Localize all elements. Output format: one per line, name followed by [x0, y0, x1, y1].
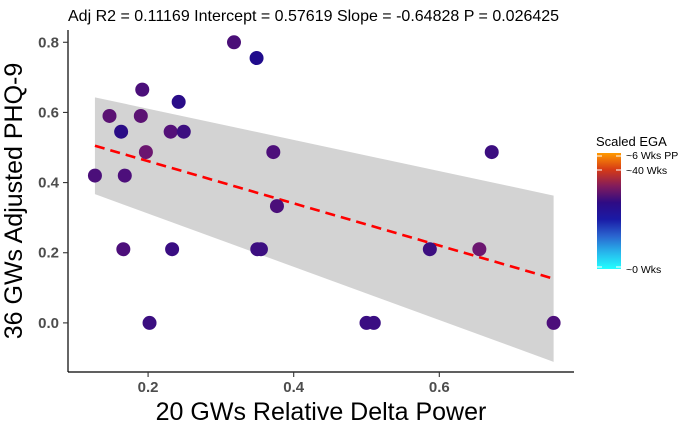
legend-title: Scaled EGA	[596, 134, 667, 149]
data-point	[484, 145, 499, 160]
data-point	[142, 315, 157, 330]
data-point	[546, 315, 561, 330]
data-point	[253, 242, 268, 257]
data-point	[226, 35, 241, 50]
x-tick-label: 0.4	[283, 379, 305, 396]
data-point	[249, 51, 264, 66]
y-tick-label: 0.8	[38, 34, 59, 51]
data-point	[133, 108, 148, 123]
axis-ticks: 0.2 0.4 0.6 0.0 0.2 0.4 0.6 0.8	[38, 34, 450, 396]
y-tick-label: 0.2	[38, 245, 59, 262]
x-axis-title: 20 GWs Relative Delta Power	[156, 398, 487, 426]
data-point	[114, 124, 129, 139]
data-point	[165, 242, 180, 257]
data-point	[102, 108, 117, 123]
legend-label: ~0 Wks	[626, 264, 661, 276]
y-tick-label: 0.6	[38, 104, 59, 121]
data-point	[176, 124, 191, 139]
data-point	[422, 242, 437, 257]
data-point	[472, 242, 487, 257]
data-point	[366, 315, 381, 330]
confidence-band	[94, 97, 554, 362]
y-tick-label: 0.4	[38, 175, 60, 192]
data-point	[269, 199, 284, 214]
data-point	[266, 145, 281, 160]
legend: Scaled EGA ~6 Wks PP ~40 Wks ~0 Wks	[596, 134, 678, 276]
data-point	[163, 124, 178, 139]
x-tick-label: 0.2	[138, 379, 159, 396]
chart-title: Adj R2 = 0.11169 Intercept = 0.57619 Slo…	[68, 8, 559, 25]
plot-area	[87, 35, 561, 362]
data-point	[135, 82, 150, 97]
legend-label: ~40 Wks	[626, 165, 667, 177]
x-tick-label: 0.6	[429, 379, 450, 396]
y-axis-title: 36 GWs Adjusted PHQ-9	[0, 63, 28, 340]
legend-colorbar	[597, 153, 621, 269]
legend-label: ~6 Wks PP	[626, 150, 678, 162]
data-point	[171, 94, 186, 109]
data-point	[116, 242, 131, 257]
data-point	[138, 145, 153, 160]
y-tick-label: 0.0	[38, 315, 59, 332]
data-point	[87, 168, 102, 183]
data-point	[117, 168, 132, 183]
